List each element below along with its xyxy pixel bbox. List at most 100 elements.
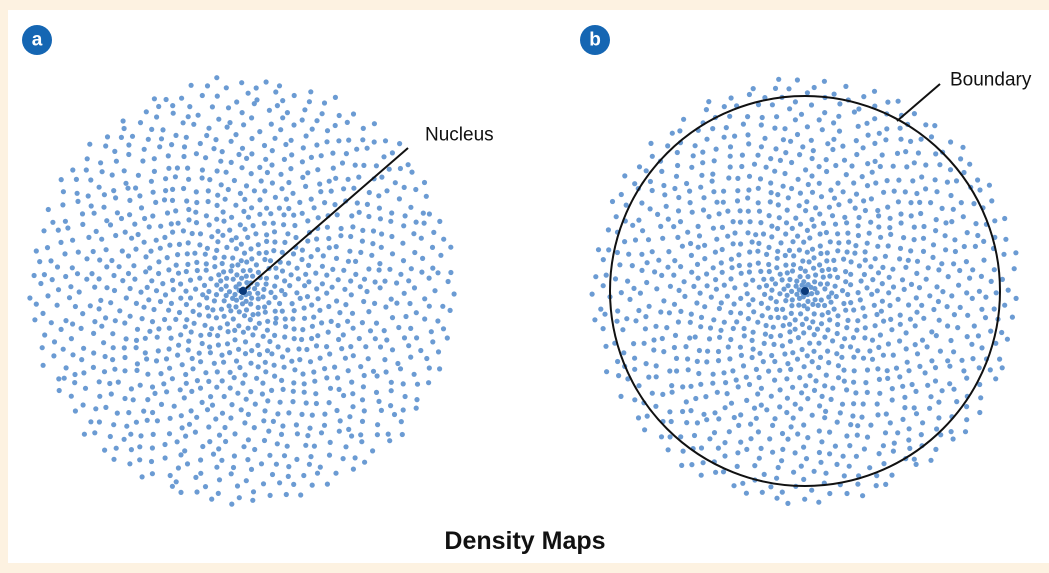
density-dot <box>720 225 725 230</box>
density-dot <box>161 381 166 386</box>
density-dot <box>988 329 993 334</box>
density-dot <box>124 424 129 429</box>
density-dot <box>84 256 89 261</box>
density-dot <box>113 233 118 238</box>
density-dot <box>810 359 815 364</box>
density-dot <box>752 162 757 167</box>
density-dot <box>751 309 756 314</box>
density-dot <box>924 277 929 282</box>
density-dot <box>198 471 203 476</box>
density-dot <box>370 241 375 246</box>
density-dot <box>759 122 764 127</box>
density-dot <box>379 408 384 413</box>
density-dot <box>265 328 270 333</box>
density-dot <box>747 174 752 179</box>
page: a b Nucleus Boundary Density Maps (() =>… <box>0 0 1049 573</box>
density-dot <box>300 371 305 376</box>
density-dot <box>888 216 893 221</box>
density-dot <box>877 377 882 382</box>
density-dot <box>890 267 895 272</box>
density-dot <box>358 284 363 289</box>
density-dot <box>174 263 179 268</box>
density-dot <box>676 208 681 213</box>
density-dot <box>932 123 937 128</box>
density-dot <box>227 228 232 233</box>
density-dot <box>790 350 795 355</box>
density-dot <box>693 334 698 339</box>
density-dot <box>382 279 387 284</box>
density-dot <box>437 366 442 371</box>
density-dot <box>355 200 360 205</box>
density-dot <box>406 278 411 283</box>
density-dot <box>402 335 407 340</box>
density-dot <box>154 358 159 363</box>
density-dot <box>726 175 731 180</box>
density-dot <box>750 355 755 360</box>
density-dot <box>810 319 815 324</box>
density-dot <box>845 231 850 236</box>
density-dot <box>281 387 286 392</box>
density-dot <box>884 126 889 131</box>
density-dot <box>200 175 205 180</box>
density-dot <box>190 356 195 361</box>
density-dot <box>257 321 262 326</box>
density-dot <box>224 276 229 281</box>
density-dot <box>102 448 107 453</box>
density-dot <box>956 283 961 288</box>
density-dot <box>304 400 309 405</box>
density-dot <box>277 206 282 211</box>
density-dot <box>122 320 127 325</box>
density-dot <box>826 267 831 272</box>
density-dot <box>689 312 694 317</box>
density-dot <box>723 405 728 410</box>
density-dot <box>46 207 51 212</box>
density-dot <box>167 243 172 248</box>
density-dot <box>648 206 653 211</box>
density-dot <box>305 433 310 438</box>
density-dot <box>233 203 238 208</box>
density-dot <box>147 329 152 334</box>
density-dot <box>63 219 68 224</box>
density-dot <box>237 365 242 370</box>
density-dot <box>881 353 886 358</box>
density-dot <box>170 278 175 283</box>
density-dot <box>799 112 804 117</box>
density-dot <box>660 336 665 341</box>
density-dot <box>373 336 378 341</box>
density-dot <box>719 300 724 305</box>
density-dot <box>829 290 834 295</box>
density-dot <box>773 86 778 91</box>
density-dot <box>207 222 212 227</box>
density-dot <box>202 323 207 328</box>
density-dot <box>128 314 133 319</box>
density-dot <box>133 247 138 252</box>
density-dot <box>154 114 159 119</box>
density-dot <box>308 359 313 364</box>
density-dot <box>757 351 762 356</box>
density-dot <box>419 236 424 241</box>
density-dot <box>139 205 144 210</box>
density-dot <box>264 281 269 286</box>
density-dot <box>877 391 882 396</box>
density-dot <box>887 225 892 230</box>
density-dot <box>805 435 810 440</box>
density-dot <box>813 297 818 302</box>
density-dot <box>193 210 198 215</box>
density-dot <box>751 86 756 91</box>
density-dot <box>622 239 627 244</box>
density-dot <box>797 375 802 380</box>
density-dot <box>341 456 346 461</box>
density-dot <box>265 348 270 353</box>
density-dot <box>926 265 931 270</box>
density-dot <box>793 117 798 122</box>
density-dot <box>979 307 984 312</box>
density-dot <box>706 99 711 104</box>
density-dot <box>421 211 426 216</box>
density-dot <box>868 264 873 269</box>
density-dot <box>961 368 966 373</box>
density-dot <box>389 210 394 215</box>
density-dot <box>685 230 690 235</box>
density-dot <box>759 446 764 451</box>
density-dot <box>738 440 743 445</box>
density-dot <box>224 85 229 90</box>
